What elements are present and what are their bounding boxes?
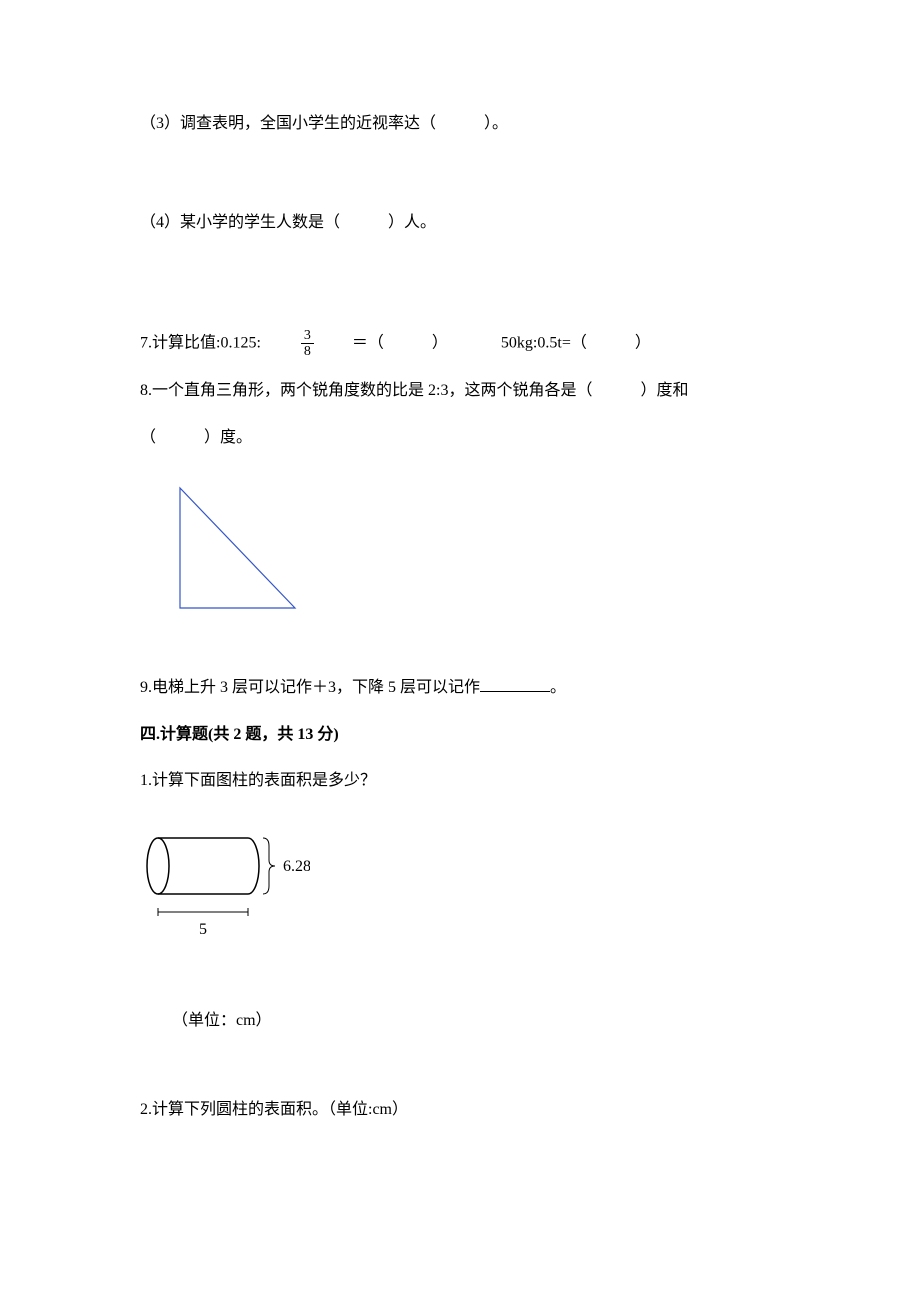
fraction-numerator: 3 (301, 328, 314, 344)
question-4: （4）某小学的学生人数是（ ）人。 (140, 209, 780, 238)
blank-fill (480, 676, 550, 692)
q7-prefix: 7.计算比值:0.125: (140, 334, 261, 351)
cylinder-figure: 6.28 5 (140, 826, 780, 967)
section-4-header: 四.计算题(共 2 题，共 13 分) (140, 721, 780, 750)
svg-text:5: 5 (199, 921, 207, 938)
fraction-denominator: 8 (301, 344, 314, 359)
question-3: （3）调查表明，全国小学生的近视率达（ ）。 (140, 110, 780, 139)
unit-note: （单位：cm） (140, 1007, 780, 1036)
right-triangle-icon (165, 483, 305, 623)
q9-text-a: 9.电梯上升 3 层可以记作＋3，下降 5 层可以记作 (140, 679, 480, 696)
question-8-line1: 8.一个直角三角形，两个锐角度数的比是 2:3，这两个锐角各是（ ）度和 (140, 377, 780, 406)
q9-text-b: 。 (550, 679, 566, 696)
question-7: 7.计算比值:0.125: 3 8 ＝（ ） 50kg:0.5t=（ ） (140, 328, 780, 360)
triangle-figure (165, 483, 780, 634)
cylinder-icon: 6.28 5 (140, 826, 310, 956)
question-9: 9.电梯上升 3 层可以记作＋3，下降 5 层可以记作 。 (140, 674, 780, 703)
svg-text:6.28: 6.28 (283, 858, 310, 875)
section4-q2: 2.计算下列圆柱的表面积。（单位:cm） (140, 1096, 780, 1125)
question-8-line2: （ ）度。 (140, 424, 780, 453)
q7-mid: ＝（ ） (320, 334, 448, 351)
q7-right: 50kg:0.5t=（ ） (501, 334, 651, 351)
section4-q1: 1.计算下面图柱的表面积是多少？ (140, 767, 780, 796)
fraction-3-8: 3 8 (301, 328, 314, 360)
